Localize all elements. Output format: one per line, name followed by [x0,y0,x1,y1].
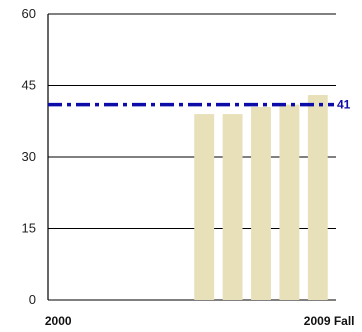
y-tick-label: 45 [22,78,36,93]
y-tick-label: 15 [22,221,36,236]
reference-line-label: 41 [337,98,351,112]
x-tick-label: 2009 Fall [304,314,355,328]
y-tick-label: 30 [22,149,36,164]
x-tick-label: 2000 [45,314,72,328]
bar [194,114,215,300]
bar [251,106,271,300]
bar [279,104,300,300]
y-tick-label: 0 [29,292,36,307]
y-axis-ticks: 0 15 30 45 60 [22,6,36,307]
reference-line-group: 41 [48,98,351,112]
bar [222,114,243,300]
y-tick-label: 60 [22,6,36,21]
x-axis-ticks: 2000 2009 Fall [45,314,355,328]
bar [307,95,328,301]
bars [194,95,328,301]
